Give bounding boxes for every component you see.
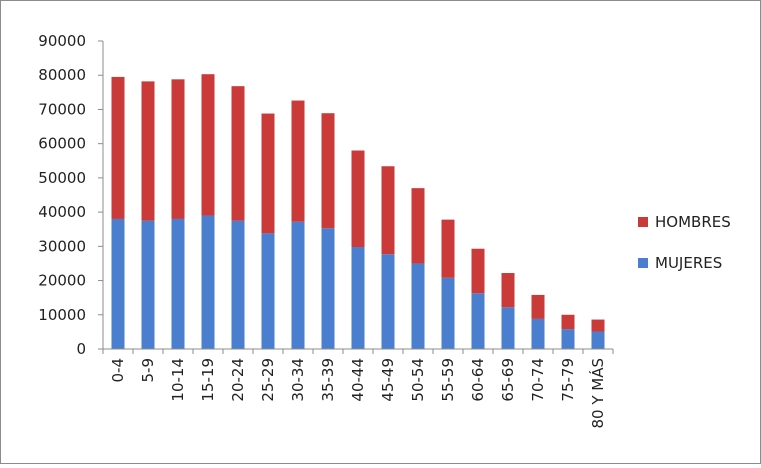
bar-hombres-40-44 <box>351 150 365 248</box>
bar-mujeres-70-74 <box>531 318 545 349</box>
bar-mujeres-5-9 <box>141 220 155 349</box>
x-tick-label: 50-54 <box>409 358 427 402</box>
bar-mujeres-0-4 <box>111 218 125 349</box>
x-tick-label: 80 Y MÁS <box>588 358 607 429</box>
x-tick-label: 20-24 <box>229 358 247 402</box>
bar-hombres-20-24 <box>231 86 245 221</box>
bar-mujeres-55-59 <box>441 277 455 349</box>
bar-hombres-30-34 <box>291 100 305 222</box>
bar-hombres-50-54 <box>411 188 425 264</box>
x-tick-label: 0-4 <box>109 358 127 383</box>
bar-mujeres-50-54 <box>411 263 425 349</box>
legend-label-mujeres: MUJERES <box>655 254 722 272</box>
y-tick-label: 80000 <box>38 66 86 84</box>
bar-mujeres-35-39 <box>321 228 335 349</box>
bar-mujeres-10-14 <box>171 218 185 349</box>
x-tick-label: 75-79 <box>559 358 577 402</box>
y-tick-label: 10000 <box>38 306 86 324</box>
bar-mujeres-20-24 <box>231 220 245 349</box>
y-tick-label: 30000 <box>38 237 86 255</box>
bar-hombres-75-79 <box>561 314 575 330</box>
x-tick-label: 10-14 <box>169 358 187 402</box>
x-tick-label: 40-44 <box>349 358 367 402</box>
x-tick-label: 70-74 <box>529 358 547 402</box>
legend-swatch-hombres <box>638 217 648 227</box>
legend: HOMBRES MUJERES <box>638 213 731 272</box>
bar-mujeres-45-49 <box>381 254 395 349</box>
bar-hombres-65-69 <box>501 273 515 308</box>
bar-hombres-80-y-más <box>591 319 605 332</box>
bar-hombres-60-64 <box>471 248 485 294</box>
x-tick-label: 5-9 <box>139 358 157 383</box>
y-tick-label: 90000 <box>38 32 86 50</box>
bar-hombres-70-74 <box>531 294 545 319</box>
bar-mujeres-30-34 <box>291 221 305 349</box>
bar-hombres-25-29 <box>261 113 275 234</box>
bar-mujeres-75-79 <box>561 329 575 349</box>
x-tick-label: 65-69 <box>499 358 517 402</box>
bar-hombres-10-14 <box>171 79 185 219</box>
y-tick-label: 0 <box>76 340 86 358</box>
y-axis: 0 10000 20000 30000 40000 50000 60000 70000 8000… <box>38 32 104 358</box>
y-tick-label: 50000 <box>38 169 86 187</box>
legend-swatch-mujeres <box>638 258 648 268</box>
x-tick-label: 25-29 <box>259 358 277 402</box>
legend-label-hombres: HOMBRES <box>655 213 731 231</box>
x-tick-label: 60-64 <box>469 358 487 402</box>
bar-mujeres-80-y-más <box>591 331 605 349</box>
bar-hombres-5-9 <box>141 81 155 221</box>
bar-hombres-0-4 <box>111 76 125 219</box>
bar-hombres-55-59 <box>441 219 455 278</box>
x-tick-label: 45-49 <box>379 358 397 402</box>
x-tick-label: 30-34 <box>289 358 307 402</box>
y-tick-label: 20000 <box>38 272 86 290</box>
y-tick-label: 40000 <box>38 203 86 221</box>
x-axis: 0-4 5-9 10-14 15-19 20-24 25-29 30-34 35-39 40-4… <box>102 348 614 429</box>
y-tick-label: 70000 <box>38 100 86 118</box>
bar-mujeres-40-44 <box>351 247 365 349</box>
bar-mujeres-60-64 <box>471 293 485 349</box>
bar-hombres-15-19 <box>201 74 215 216</box>
x-tick-label: 55-59 <box>439 358 457 402</box>
bar-mujeres-65-69 <box>501 307 515 349</box>
bar-mujeres-15-19 <box>201 215 215 349</box>
x-tick-label: 15-19 <box>199 358 217 402</box>
bars <box>111 74 605 349</box>
bar-hombres-45-49 <box>381 166 395 255</box>
y-tick-label: 60000 <box>38 135 86 153</box>
bar-hombres-35-39 <box>321 113 335 229</box>
bar-mujeres-25-29 <box>261 233 275 349</box>
x-tick-label: 35-39 <box>319 358 337 402</box>
